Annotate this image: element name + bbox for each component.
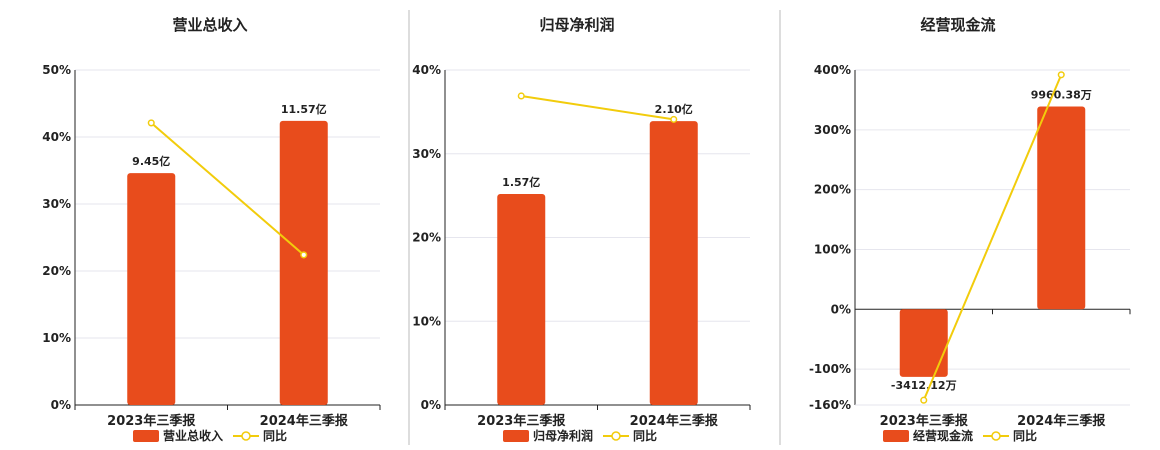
y-tick-label: 400% [814, 63, 851, 77]
yoy-line [922, 74, 1063, 401]
legend-swatch-bar [503, 430, 529, 442]
x-category-label: 2024年三季报 [1017, 413, 1106, 429]
y-tick-label: 300% [814, 123, 851, 137]
legend-label-bar: 归母净利润 [533, 428, 593, 443]
x-category-label: 2024年三季报 [630, 413, 719, 429]
bar [649, 121, 698, 406]
y-tick-label: 200% [814, 183, 851, 197]
yoy-point [300, 251, 308, 259]
chart-title: 经营现金流 [920, 16, 995, 34]
bar [279, 120, 328, 406]
y-tick-label: 40% [42, 130, 71, 144]
yoy-line [521, 94, 674, 121]
chart-panel-2: 归母净利润 0% 10% 20% 30% 40% 2023年三季报 2024年三季报 1.57亿… [412, 16, 751, 443]
chart-panel-1: 营业总收入 0% 10% 20% 30% 40% 50% 2023年三季报 2024年三季报 9.… [42, 16, 381, 443]
y-tick-label: 50% [42, 63, 71, 77]
bar-data-label: 11.57亿 [281, 102, 327, 116]
legend-swatch-bar [883, 430, 909, 442]
y-tick-label: 10% [42, 331, 71, 345]
chart-title: 归母净利润 [539, 16, 614, 34]
y-tick-label: 30% [42, 197, 71, 211]
bar-data-label: 9.45亿 [132, 154, 170, 168]
yoy-point [147, 119, 155, 127]
legend-swatch-marker [241, 431, 251, 441]
y-tick-label: 100% [814, 242, 851, 256]
legend-label-line: 同比 [1013, 428, 1037, 443]
chart-panel-3: 经营现金流 -160% -100% 0% 100% 200% 300% 400% 2023年三季… [809, 16, 1131, 443]
y-tick-label: 20% [412, 231, 441, 245]
y-tick-label: 30% [412, 147, 441, 161]
x-category-label: 2023年三季报 [107, 413, 196, 429]
legend-label-line: 同比 [263, 428, 287, 443]
legend-swatch-marker [991, 431, 1001, 441]
y-tick-label: 0% [831, 302, 851, 316]
x-category-label: 2024年三季报 [260, 413, 349, 429]
bar-data-label: -3412.12万 [891, 379, 957, 392]
y-tick-label: 0% [51, 398, 71, 412]
legend-label-line: 同比 [633, 428, 657, 443]
legend-swatch-marker [611, 431, 621, 441]
legend-label-bar: 营业总收入 [163, 428, 223, 443]
bar-data-label: 2.10亿 [655, 102, 693, 116]
bar [497, 193, 546, 405]
y-tick-label: -160% [809, 398, 851, 412]
x-category-label: 2023年三季报 [880, 413, 969, 429]
bar [1037, 106, 1086, 310]
y-tick-label: -100% [809, 362, 851, 376]
bar-data-label: 1.57亿 [502, 175, 540, 189]
bar [899, 309, 948, 377]
bar [127, 173, 176, 405]
y-tick-label: 40% [412, 63, 441, 77]
legend-label-bar: 经营现金流 [913, 428, 973, 443]
legend-swatch-bar [133, 430, 159, 442]
chart-title: 营业总收入 [172, 16, 247, 34]
yoy-line [150, 122, 305, 256]
yoy-point [1057, 71, 1065, 79]
y-tick-label: 10% [412, 314, 441, 328]
y-tick-label: 0% [421, 398, 441, 412]
bar-data-label: 9960.38万 [1031, 88, 1092, 101]
yoy-point [920, 396, 928, 404]
y-tick-label: 20% [42, 264, 71, 278]
yoy-point [670, 115, 678, 123]
yoy-point [517, 92, 525, 100]
x-category-label: 2023年三季报 [477, 413, 566, 429]
